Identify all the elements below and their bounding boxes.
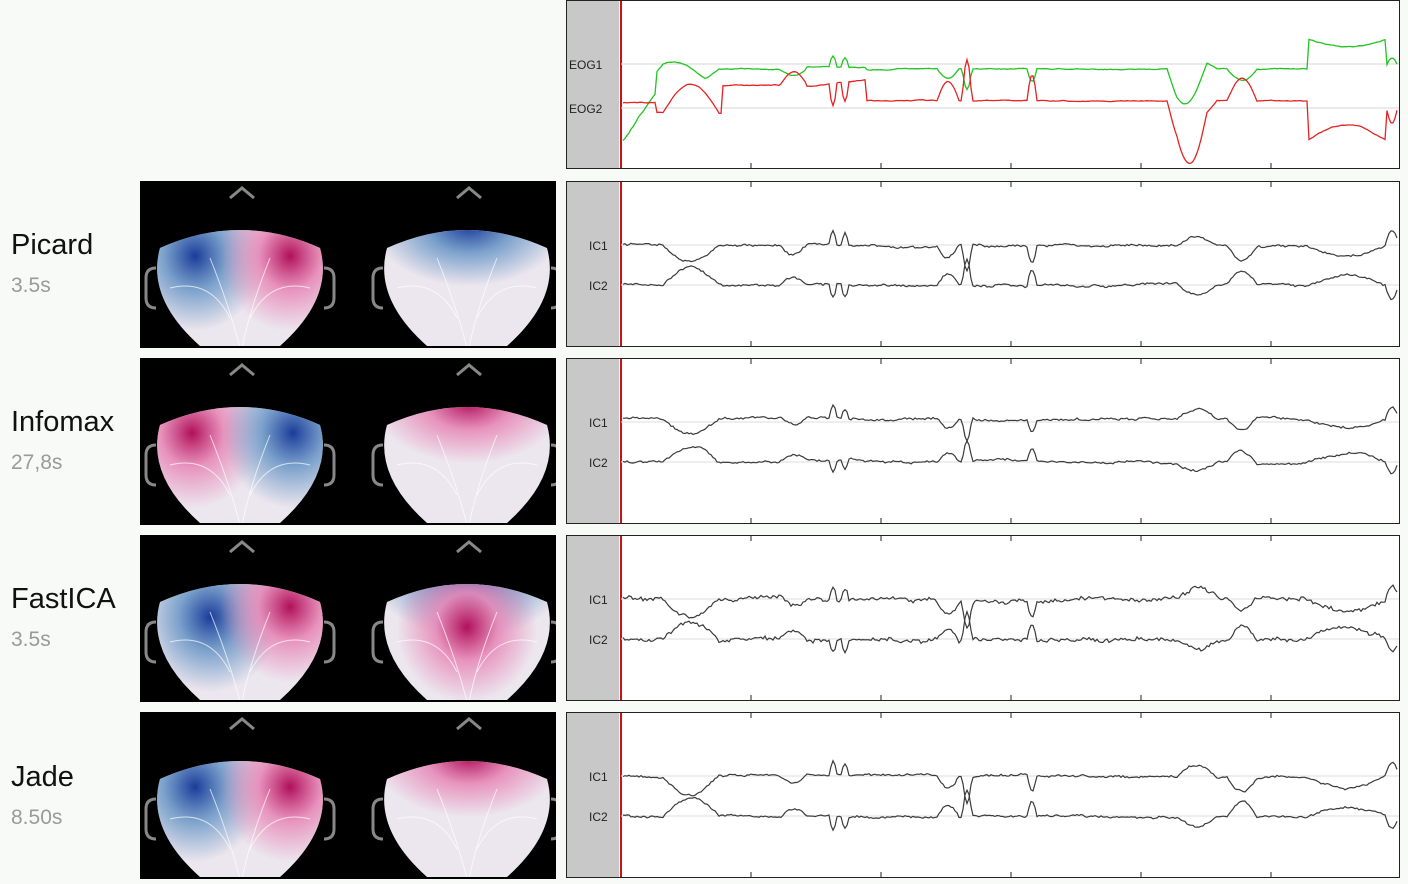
method-time-infomax: 27,8s [11, 451, 63, 474]
scalp-map [144, 363, 336, 523]
label-ic1: IC1 [589, 770, 608, 784]
ic-plot-fastica: IC1 IC2 [567, 536, 1399, 700]
scalp-map [144, 186, 336, 346]
topomap-svg [144, 186, 563, 346]
eog1-trace [622, 38, 1398, 142]
nose-marker [456, 363, 482, 377]
eog-trace-panel: EOG1 EOG2 [566, 0, 1400, 169]
nose-marker [229, 363, 255, 377]
left-ear-marker [144, 620, 157, 664]
ic2-trace [622, 609, 1398, 655]
left-ear-marker [144, 797, 157, 841]
method-name-infomax: Infomax [11, 406, 115, 438]
label-ic2: IC2 [589, 279, 608, 293]
right-ear-marker [550, 620, 563, 664]
topomap-panel-jade [140, 712, 563, 879]
nose-marker [229, 717, 255, 731]
label-strip [567, 1, 619, 168]
left-ear-marker [371, 797, 384, 841]
topomap-panel-fastica [140, 535, 563, 702]
right-ear-marker [550, 266, 563, 310]
label-strip [567, 359, 619, 523]
ic-trace-panel-picard: IC1 IC2 [566, 181, 1400, 347]
label-ic2: IC2 [589, 633, 608, 647]
scalp-map [144, 540, 336, 700]
left-ear-marker [144, 266, 157, 310]
time-ticks [750, 713, 1272, 877]
ic2-trace [622, 257, 1398, 301]
method-name-fastica: FastICA [11, 583, 116, 615]
left-ear-marker [371, 620, 384, 664]
method-name-jade: Jade [11, 761, 74, 793]
topomap-svg [144, 363, 563, 523]
ic1-trace [622, 229, 1398, 273]
nose-marker [456, 540, 482, 554]
label-ic2: IC2 [589, 456, 608, 470]
ic-trace-panel-infomax: IC1 IC2 [566, 358, 1400, 524]
label-strip [567, 536, 619, 700]
right-ear-marker [323, 266, 336, 310]
label-strip [567, 182, 619, 346]
ic-plot-infomax: IC1 IC2 [567, 359, 1399, 523]
topomap-svg [144, 717, 563, 877]
ic-plot-picard: IC1 IC2 [567, 182, 1399, 346]
right-ear-marker [323, 797, 336, 841]
right-ear-marker [550, 443, 563, 487]
method-time-jade: 8.50s [11, 806, 63, 829]
left-ear-marker [144, 443, 157, 487]
left-ear-marker [371, 266, 384, 310]
scalp-map [371, 363, 563, 523]
ic2-trace [622, 788, 1398, 832]
ic1-trace [623, 403, 1398, 443]
label-strip [567, 713, 619, 877]
label-eog1: EOG1 [569, 58, 603, 72]
time-ticks [750, 359, 1272, 523]
eog2-trace [622, 57, 1398, 165]
ic2-trace [622, 439, 1398, 475]
time-ticks [750, 536, 1272, 700]
scalp-map [371, 186, 563, 346]
label-ic1: IC1 [589, 416, 608, 430]
method-name-picard: Picard [11, 229, 94, 261]
method-time-picard: 3.5s [11, 274, 51, 297]
ic1-trace [622, 759, 1398, 806]
topomap-svg [144, 540, 563, 700]
left-ear-marker [371, 443, 384, 487]
ic-trace-panel-jade: IC1 IC2 [566, 712, 1400, 878]
label-ic2: IC2 [589, 810, 608, 824]
scalp-map [144, 717, 336, 877]
topomap-panel-picard [140, 181, 563, 348]
right-ear-marker [323, 620, 336, 664]
scalp-map [371, 540, 563, 700]
method-time-fastica: 3.5s [11, 628, 51, 651]
eog-plot: EOG1 EOG2 [567, 1, 1399, 168]
time-ticks [750, 182, 1272, 346]
right-ear-marker [550, 797, 563, 841]
nose-marker [456, 717, 482, 731]
nose-marker [229, 540, 255, 554]
scalp-map [371, 717, 563, 877]
label-eog2: EOG2 [569, 102, 603, 116]
ic-plot-jade: IC1 IC2 [567, 713, 1399, 877]
ic1-trace [622, 584, 1398, 630]
time-ticks [750, 163, 1272, 168]
nose-marker [229, 186, 255, 200]
ic-trace-panel-fastica: IC1 IC2 [566, 535, 1400, 701]
label-ic1: IC1 [589, 593, 608, 607]
label-ic1: IC1 [589, 239, 608, 253]
right-ear-marker [323, 443, 336, 487]
topomap-panel-infomax [140, 358, 563, 525]
nose-marker [456, 186, 482, 200]
